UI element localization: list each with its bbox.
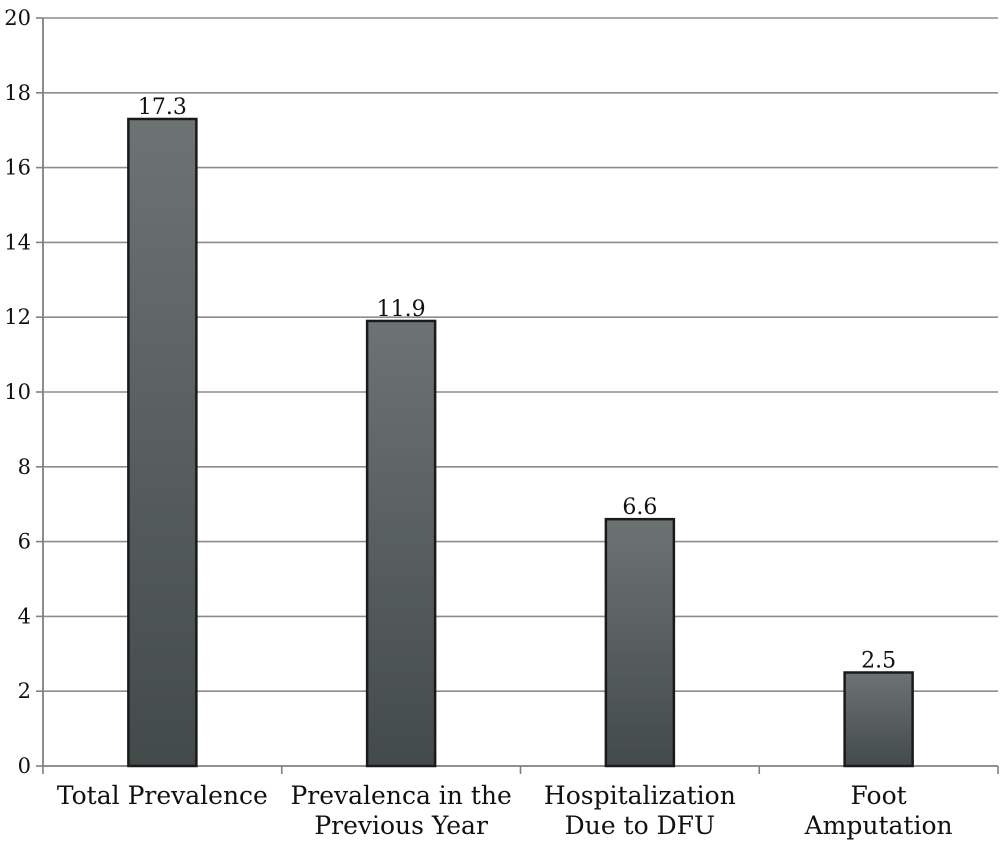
category-labels: Total Prevalence Prevalenca in thePreviou… [57,781,953,840]
bar [127,117,198,768]
category-label: Hospitalization [544,781,736,810]
category-label: Total Prevalence [57,781,268,810]
y-axis-tick-labels: 0 2 4 6 8 10 12 14 16 18 20 [4,6,31,778]
bar [843,671,914,768]
y-tick-label: 6 [18,530,31,554]
data-labels: 17.3 11.9 6.6 2.5 [138,95,896,674]
y-tick-label: 8 [18,455,31,479]
y-tick-label: 4 [18,604,31,628]
data-label: 2.5 [861,649,896,674]
y-tick-label: 10 [4,380,31,404]
data-label: 6.6 [622,495,657,520]
y-tick-label: 16 [4,156,31,180]
data-label: 17.3 [138,95,187,120]
y-tick-label: 2 [18,679,31,703]
bar [604,517,676,768]
y-tick-label: 0 [18,754,31,778]
y-tick-label: 12 [4,305,31,329]
category-label: Foot [851,781,907,810]
bar [365,319,437,768]
data-label: 11.9 [377,297,426,322]
axes [36,17,999,774]
y-tick-label: 14 [4,230,31,254]
category-label: Prevalenca in the [290,781,511,810]
y-tick-label: 20 [4,6,31,30]
bars [127,117,914,768]
category-label: Previous Year [314,811,488,840]
y-tick-label: 18 [4,81,31,105]
gridlines [43,17,998,693]
category-label: Amputation [804,811,953,840]
category-label: Due to DFU [565,811,715,840]
